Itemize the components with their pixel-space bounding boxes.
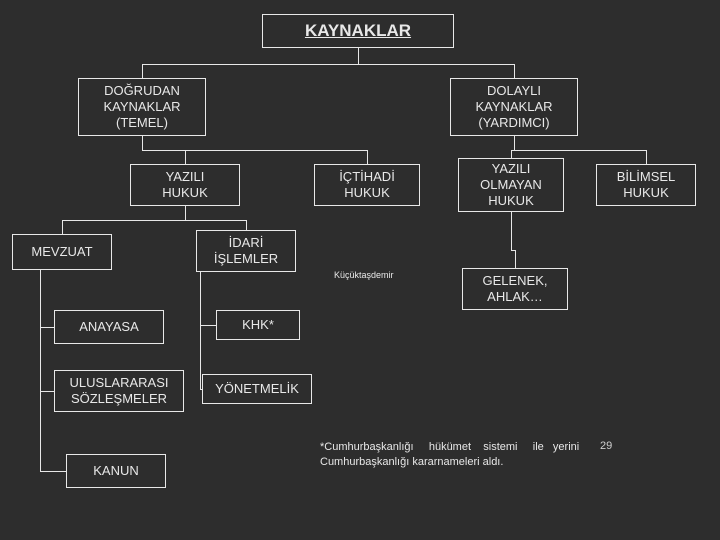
node-root: KAYNAKLAR <box>262 14 454 48</box>
connector <box>200 389 202 390</box>
node-khk: KHK* <box>216 310 300 340</box>
connector <box>142 150 367 151</box>
node-dolayli: DOLAYLIKAYNAKLAR(YARDIMCI) <box>450 78 578 136</box>
citation-text: Küçüktaşdemir <box>334 270 394 280</box>
connector <box>511 212 512 250</box>
connector <box>246 220 247 230</box>
connector <box>40 471 66 472</box>
node-anayasa: ANAYASA <box>54 310 164 344</box>
connector <box>367 150 368 164</box>
connector <box>358 48 359 64</box>
node-yonetmelik: YÖNETMELİK <box>202 374 312 404</box>
connector <box>646 150 647 164</box>
connector <box>185 206 186 220</box>
node-ictihadi: İÇTİHADİHUKUK <box>314 164 420 206</box>
node-mevzuat: MEVZUAT <box>12 234 112 270</box>
connector <box>62 220 246 221</box>
node-yaziliolmayan: YAZILIOLMAYANHUKUK <box>458 158 564 212</box>
connector <box>514 136 515 150</box>
node-dogrudan: DOĞRUDANKAYNAKLAR(TEMEL) <box>78 78 206 136</box>
connector <box>40 327 54 328</box>
connector <box>142 64 143 78</box>
node-yazili: YAZILIHUKUK <box>130 164 240 206</box>
connector <box>511 150 512 158</box>
node-kanun: KANUN <box>66 454 166 488</box>
node-bilimsel: BİLİMSELHUKUK <box>596 164 696 206</box>
connector <box>185 150 186 164</box>
node-idari: İDARİİŞLEMLER <box>196 230 296 272</box>
connector <box>514 64 515 78</box>
page-number: 29 <box>600 440 612 452</box>
connector <box>142 64 514 65</box>
connector <box>40 391 54 392</box>
footnote-text: *Cumhurbaşkanlığı hükümet sistemi ile ye… <box>320 440 579 471</box>
connector <box>40 270 41 471</box>
node-gelenek: GELENEK,AHLAK… <box>462 268 568 310</box>
connector <box>515 250 516 268</box>
node-uluslararasi: ULUSLARARASISÖZLEŞMELER <box>54 370 184 412</box>
connector <box>142 136 143 150</box>
connector <box>62 220 63 234</box>
connector <box>200 325 216 326</box>
connector <box>200 272 201 389</box>
connector <box>511 150 646 151</box>
